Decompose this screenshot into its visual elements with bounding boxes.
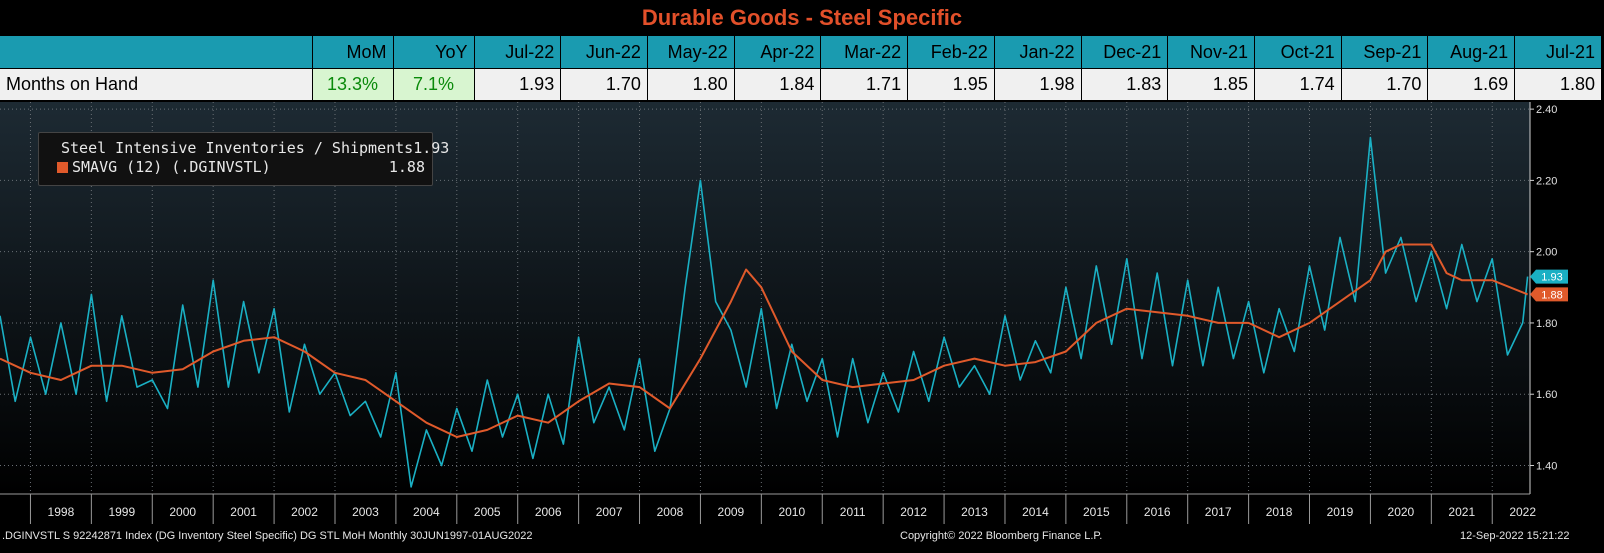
footer-copyright: Copyright© 2022 Bloomberg Finance L.P. [900, 530, 1103, 542]
y-tick-label: 1.60 [1536, 389, 1557, 401]
header-month: Feb-22 [907, 36, 995, 69]
header-month: Oct-21 [1254, 36, 1342, 69]
value-cell: 1.70 [1341, 68, 1429, 100]
header-month: Jan-22 [994, 36, 1082, 69]
header-month: Dec-21 [1081, 36, 1169, 69]
y-tick-label: 1.40 [1536, 460, 1557, 472]
x-tick-label: 2002 [291, 505, 318, 519]
x-tick-label: 2022 [1509, 505, 1536, 519]
legend-item-inventories[interactable]: Steel Intensive Inventories / Shipments … [47, 138, 449, 158]
value-cell: 1.80 [1514, 68, 1602, 100]
header-yoy: YoY [393, 36, 475, 69]
badge-shape [1530, 269, 1568, 284]
x-tick-label: 2006 [535, 505, 562, 519]
table-row: Months on Hand 13.3% 7.1% 1.93 1.70 1.80… [0, 68, 1602, 100]
x-tick-label: 2010 [778, 505, 805, 519]
header-blank [0, 36, 313, 69]
chart-title-bar: Durable Goods - Steel Specific [0, 0, 1604, 36]
badge-label: 1.93 [1541, 272, 1562, 284]
value-cell: 1.84 [734, 68, 822, 100]
header-month: Jul-22 [474, 36, 562, 69]
x-tick-label: 1998 [48, 505, 75, 519]
mom-cell: 13.3% [312, 68, 394, 100]
y-tick-label: 1.80 [1536, 318, 1557, 330]
series-line-smavg [0, 243, 1528, 438]
x-tick-label: 2015 [1083, 505, 1110, 519]
x-tick-label: 2005 [474, 505, 501, 519]
months-on-hand-table: MoM YoY Jul-22 Jun-22 May-22 Apr-22 Mar-… [0, 36, 1602, 100]
value-cell: 1.98 [994, 68, 1082, 100]
x-tick-label: 2012 [900, 505, 927, 519]
x-tick-label: 2020 [1388, 505, 1415, 519]
legend-label: Steel Intensive Inventories / Shipments [61, 139, 414, 157]
x-tick-label: 2014 [1022, 505, 1049, 519]
badge-label: 1.88 [1541, 289, 1562, 301]
footer: .DGINVSTL S 92242871 Index (DG Inventory… [0, 530, 1604, 553]
header-month: Sep-21 [1341, 36, 1429, 69]
y-tick-label: 2.00 [1536, 247, 1557, 259]
table-header-row: MoM YoY Jul-22 Jun-22 May-22 Apr-22 Mar-… [0, 36, 1602, 69]
x-tick-label: 2004 [413, 505, 440, 519]
header-month: Nov-21 [1167, 36, 1255, 69]
legend-value: 1.88 [388, 158, 425, 176]
value-cell: 1.74 [1254, 68, 1342, 100]
header-month: Mar-22 [820, 36, 909, 69]
header-month: Apr-22 [734, 36, 822, 69]
value-cell: 1.80 [647, 68, 735, 100]
header-mom: MoM [312, 36, 394, 69]
x-tick-label: 2001 [230, 505, 257, 519]
last-value-badge: 1.88 [1530, 287, 1568, 302]
yoy-cell: 7.1% [393, 68, 475, 100]
header-month: May-22 [647, 36, 735, 69]
header-month: Jun-22 [560, 36, 648, 69]
x-tick-label: 2016 [1144, 505, 1171, 519]
value-cell: 1.70 [560, 68, 648, 100]
y-tick-label: 2.20 [1536, 175, 1557, 187]
value-cell: 1.95 [907, 68, 995, 100]
chart-title: Durable Goods - Steel Specific [641, 5, 963, 30]
x-tick-label: 2008 [657, 505, 684, 519]
x-tick-label: 2000 [169, 505, 196, 519]
legend-label: SMAVG (12) (.DGINVSTL) [72, 158, 271, 176]
x-tick-label: 2019 [1327, 505, 1354, 519]
legend-swatch [57, 161, 68, 173]
header-month: Jul-21 [1514, 36, 1602, 69]
header-month: Aug-21 [1427, 36, 1516, 69]
x-tick-label: 2011 [840, 505, 866, 519]
series-line-inventories [0, 136, 1529, 488]
x-tick-label: 2013 [961, 505, 988, 519]
x-tick-label: 2017 [1205, 505, 1232, 519]
value-cell: 1.93 [474, 68, 562, 100]
footer-source: .DGINVSTL S 92242871 Index (DG Inventory… [2, 530, 533, 542]
value-cell: 1.69 [1427, 68, 1516, 100]
x-tick-label: 2007 [596, 505, 623, 519]
value-cell: 1.83 [1081, 68, 1169, 100]
x-tick-label: 2021 [1448, 505, 1475, 519]
footer-timestamp: 12-Sep-2022 15:21:22 [1460, 530, 1570, 542]
badge-shape [1530, 287, 1568, 302]
legend-value: 1.93 [413, 139, 450, 157]
legend-item-smavg[interactable]: SMAVG (12) (.DGINVSTL) 1.88 [47, 157, 425, 177]
x-tick-label: 2003 [352, 505, 379, 519]
value-cell: 1.85 [1167, 68, 1255, 100]
row-label: Months on Hand [0, 68, 313, 100]
x-tick-label: 1999 [108, 505, 135, 519]
last-value-badge: 1.93 [1530, 269, 1568, 284]
x-tick-label: 2009 [718, 505, 745, 519]
x-tick-label: 2018 [1266, 505, 1293, 519]
value-cell: 1.71 [820, 68, 909, 100]
legend[interactable]: Steel Intensive Inventories / Shipments … [38, 132, 449, 186]
y-tick-label: 2.40 [1536, 104, 1557, 116]
